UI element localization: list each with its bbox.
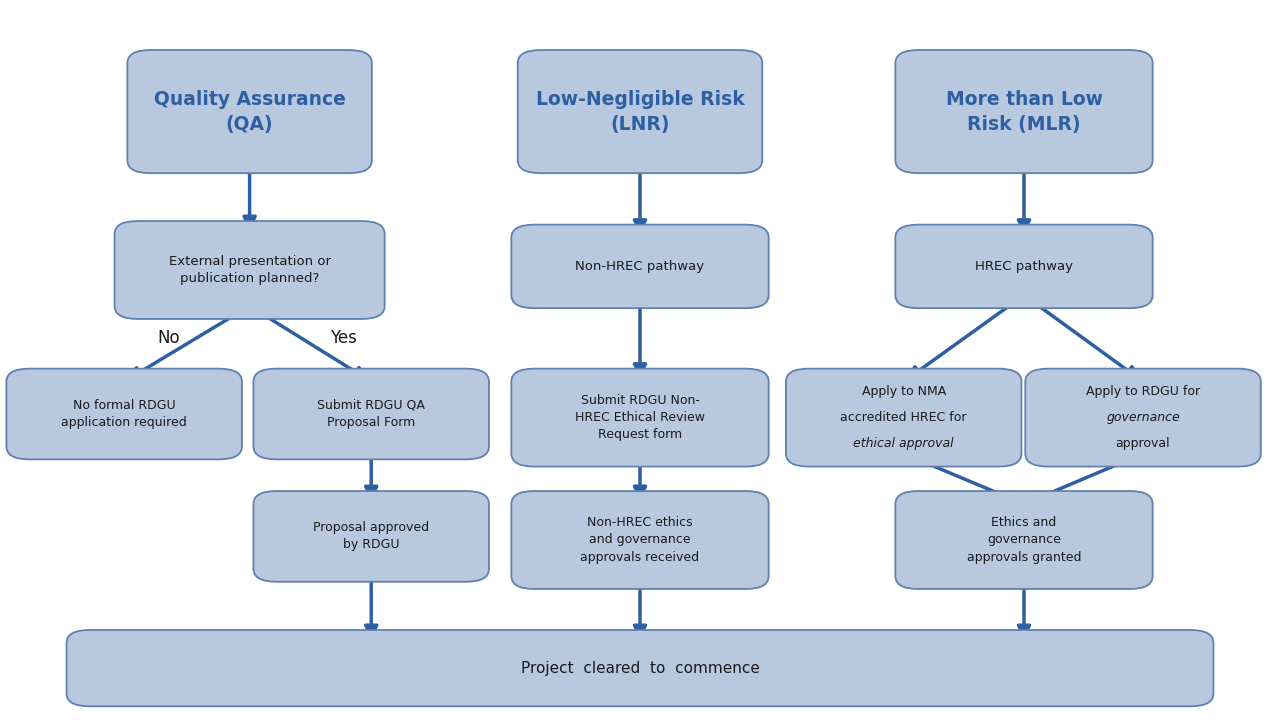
Text: approval: approval (1116, 437, 1170, 450)
FancyBboxPatch shape (253, 369, 489, 459)
Text: More than Low
Risk (MLR): More than Low Risk (MLR) (946, 89, 1102, 134)
Text: governance: governance (1106, 411, 1180, 424)
FancyBboxPatch shape (896, 225, 1153, 308)
Text: Non-HREC ethics
and governance
approvals received: Non-HREC ethics and governance approvals… (580, 516, 700, 564)
Text: External presentation or
publication planned?: External presentation or publication pla… (169, 255, 330, 285)
FancyBboxPatch shape (253, 491, 489, 582)
Text: HREC pathway: HREC pathway (975, 260, 1073, 273)
Text: Project  cleared  to  commence: Project cleared to commence (521, 661, 759, 675)
Text: Ethics and
governance
approvals granted: Ethics and governance approvals granted (966, 516, 1082, 564)
FancyBboxPatch shape (517, 50, 762, 174)
Text: Yes: Yes (330, 329, 356, 347)
Text: Low-Negligible Risk
(LNR): Low-Negligible Risk (LNR) (535, 89, 745, 134)
FancyBboxPatch shape (67, 630, 1213, 706)
FancyBboxPatch shape (896, 50, 1153, 174)
Text: Apply to RDGU for: Apply to RDGU for (1085, 385, 1201, 398)
Text: Proposal approved
by RDGU: Proposal approved by RDGU (314, 521, 429, 552)
FancyBboxPatch shape (511, 369, 769, 467)
FancyBboxPatch shape (1025, 369, 1261, 467)
Text: Non-HREC pathway: Non-HREC pathway (576, 260, 704, 273)
FancyBboxPatch shape (896, 491, 1153, 589)
Text: ethical approval: ethical approval (854, 437, 954, 450)
Text: accredited HREC for: accredited HREC for (841, 411, 966, 424)
FancyBboxPatch shape (786, 369, 1021, 467)
Text: Submit RDGU QA
Proposal Form: Submit RDGU QA Proposal Form (317, 399, 425, 429)
Text: No: No (157, 329, 180, 347)
FancyBboxPatch shape (115, 221, 384, 319)
FancyBboxPatch shape (6, 369, 242, 459)
Text: Apply to NMA: Apply to NMA (861, 385, 946, 398)
FancyBboxPatch shape (128, 50, 371, 174)
Text: Submit RDGU Non-
HREC Ethical Review
Request form: Submit RDGU Non- HREC Ethical Review Req… (575, 394, 705, 441)
FancyBboxPatch shape (511, 491, 769, 589)
FancyBboxPatch shape (511, 225, 769, 308)
Text: No formal RDGU
application required: No formal RDGU application required (61, 399, 187, 429)
Text: Quality Assurance
(QA): Quality Assurance (QA) (154, 89, 346, 134)
